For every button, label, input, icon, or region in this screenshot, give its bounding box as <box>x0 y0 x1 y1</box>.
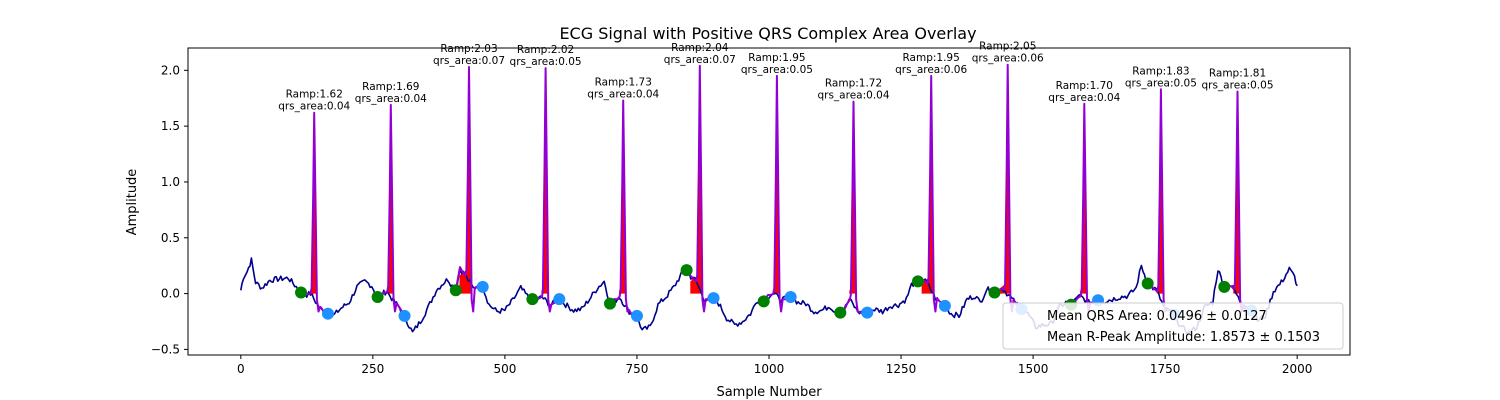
qrs-segment-line <box>532 67 560 313</box>
y-tick-label: 0.0 <box>161 287 180 301</box>
qrs-onset-marker <box>757 295 770 308</box>
y-tick-label: −0.5 <box>151 342 180 356</box>
qrs-segment-line <box>377 103 406 317</box>
qrs-area-annotation: qrs_area:0.05 <box>741 64 813 76</box>
qrs-area-fill <box>690 65 702 294</box>
y-axis-label: Amplitude <box>125 169 140 236</box>
legend-entry-qrs-area: Mean QRS Area: 0.0496 ± 0.0127 <box>1047 309 1267 324</box>
qrs-offset-marker <box>398 309 411 322</box>
qrs-area-annotation: qrs_area:0.06 <box>895 64 967 76</box>
qrs-onset-marker <box>1218 280 1231 293</box>
qrs-area-annotation: qrs_area:0.07 <box>433 55 505 67</box>
ramp-annotation: Ramp:1.69 <box>362 81 419 93</box>
y-tick-label: 1.0 <box>161 175 180 189</box>
ramp-annotation: Ramp:1.95 <box>748 52 805 64</box>
qrs-segment-line <box>762 74 792 313</box>
qrs-segment-line <box>609 99 637 317</box>
ramp-annotation: Ramp:1.70 <box>1056 80 1113 92</box>
qrs-onset-marker <box>371 290 384 303</box>
qrs-area-annotation: qrs_area:0.05 <box>510 56 582 68</box>
y-tick-label: 1.5 <box>161 119 180 133</box>
qrs-area-annotation: qrs_area:0.04 <box>587 88 659 100</box>
qrs-segment-line <box>994 63 1023 313</box>
ramp-annotation: Ramp:2.02 <box>517 44 574 56</box>
ramp-annotation: Ramp:1.81 <box>1209 68 1266 80</box>
qrs-offset-marker <box>707 292 720 305</box>
ramp-annotation: Ramp:1.73 <box>595 76 652 88</box>
qrs-area-annotation: qrs_area:0.07 <box>664 54 736 66</box>
x-tick-label: 750 <box>626 362 649 376</box>
y-tick-label: 2.0 <box>161 63 180 77</box>
qrs-area-annotation: qrs_area:0.04 <box>278 101 350 113</box>
qrs-segment-line <box>454 66 483 313</box>
legend-entry-r-peak: Mean R-Peak Amplitude: 1.8573 ± 0.1503 <box>1047 330 1320 345</box>
x-tick-label: 2000 <box>1282 362 1313 376</box>
qrs-segment-line <box>917 74 946 313</box>
qrs-area-annotation: qrs_area:0.04 <box>1048 92 1120 104</box>
plot-area: Ramp:1.62qrs_area:0.04Ramp:1.69qrs_area:… <box>151 41 1351 376</box>
qrs-onset-marker <box>449 284 462 297</box>
legend-box <box>1002 302 1344 350</box>
qrs-offset-marker <box>553 293 566 306</box>
ramp-annotation: Ramp:1.72 <box>825 78 882 90</box>
qrs-area-fill <box>998 64 1010 294</box>
legend: Mean QRS Area: 0.0496 ± 0.0127 Mean R-Pe… <box>1002 302 1344 350</box>
ramp-annotation: Ramp:1.95 <box>902 52 959 64</box>
qrs-segment-line <box>685 64 714 313</box>
qrs-area-fill <box>459 66 472 294</box>
qrs-onset-marker <box>680 264 693 277</box>
qrs-onset-marker <box>988 286 1001 299</box>
ramp-annotation: Ramp:1.62 <box>286 89 343 101</box>
qrs-onset-marker <box>295 286 308 299</box>
qrs-offset-marker <box>476 280 489 293</box>
chart-title: ECG Signal with Positive QRS Complex Are… <box>559 24 976 43</box>
qrs-offset-marker <box>938 299 951 312</box>
qrs-area-annotation: qrs_area:0.05 <box>1201 80 1273 92</box>
qrs-onset-marker <box>604 297 617 310</box>
qrs-area-fill <box>921 75 934 294</box>
qrs-offset-marker <box>630 309 643 322</box>
qrs-offset-marker <box>321 307 334 320</box>
x-tick-label: 0 <box>237 362 245 376</box>
x-axis-label: Sample Number <box>716 385 822 400</box>
x-axis-ticks: 0 250 500 750 1000 1250 1500 1750 2000 <box>237 355 1312 376</box>
y-axis-ticks: −0.5 0.0 0.5 1.0 1.5 2.0 <box>151 63 188 356</box>
qrs-offset-marker <box>784 290 797 303</box>
x-tick-label: 250 <box>361 362 384 376</box>
qrs-area-annotation: qrs_area:0.04 <box>355 93 427 105</box>
x-tick-label: 1250 <box>886 362 917 376</box>
qrs-area-annotation: qrs_area:0.06 <box>972 53 1044 65</box>
qrs-area-annotation: qrs_area:0.04 <box>817 90 889 102</box>
qrs-onset-marker <box>526 293 539 306</box>
y-tick-label: 0.5 <box>161 231 180 245</box>
ramp-annotation: Ramp:1.83 <box>1132 65 1189 77</box>
ramp-annotation: Ramp:2.05 <box>979 41 1036 53</box>
ramp-annotation: Ramp:2.03 <box>440 43 497 55</box>
x-tick-label: 500 <box>493 362 516 376</box>
qrs-area-annotation: qrs_area:0.05 <box>1125 77 1197 89</box>
qrs-onset-marker <box>1141 277 1154 290</box>
x-tick-label: 1000 <box>754 362 785 376</box>
qrs-onset-marker <box>911 275 924 288</box>
x-tick-label: 1750 <box>1150 362 1181 376</box>
x-tick-label: 1500 <box>1018 362 1049 376</box>
qrs-offset-marker <box>861 306 874 319</box>
qrs-segment-line <box>839 100 868 315</box>
qrs-segment-line <box>300 111 329 315</box>
qrs-onset-marker <box>834 306 847 319</box>
